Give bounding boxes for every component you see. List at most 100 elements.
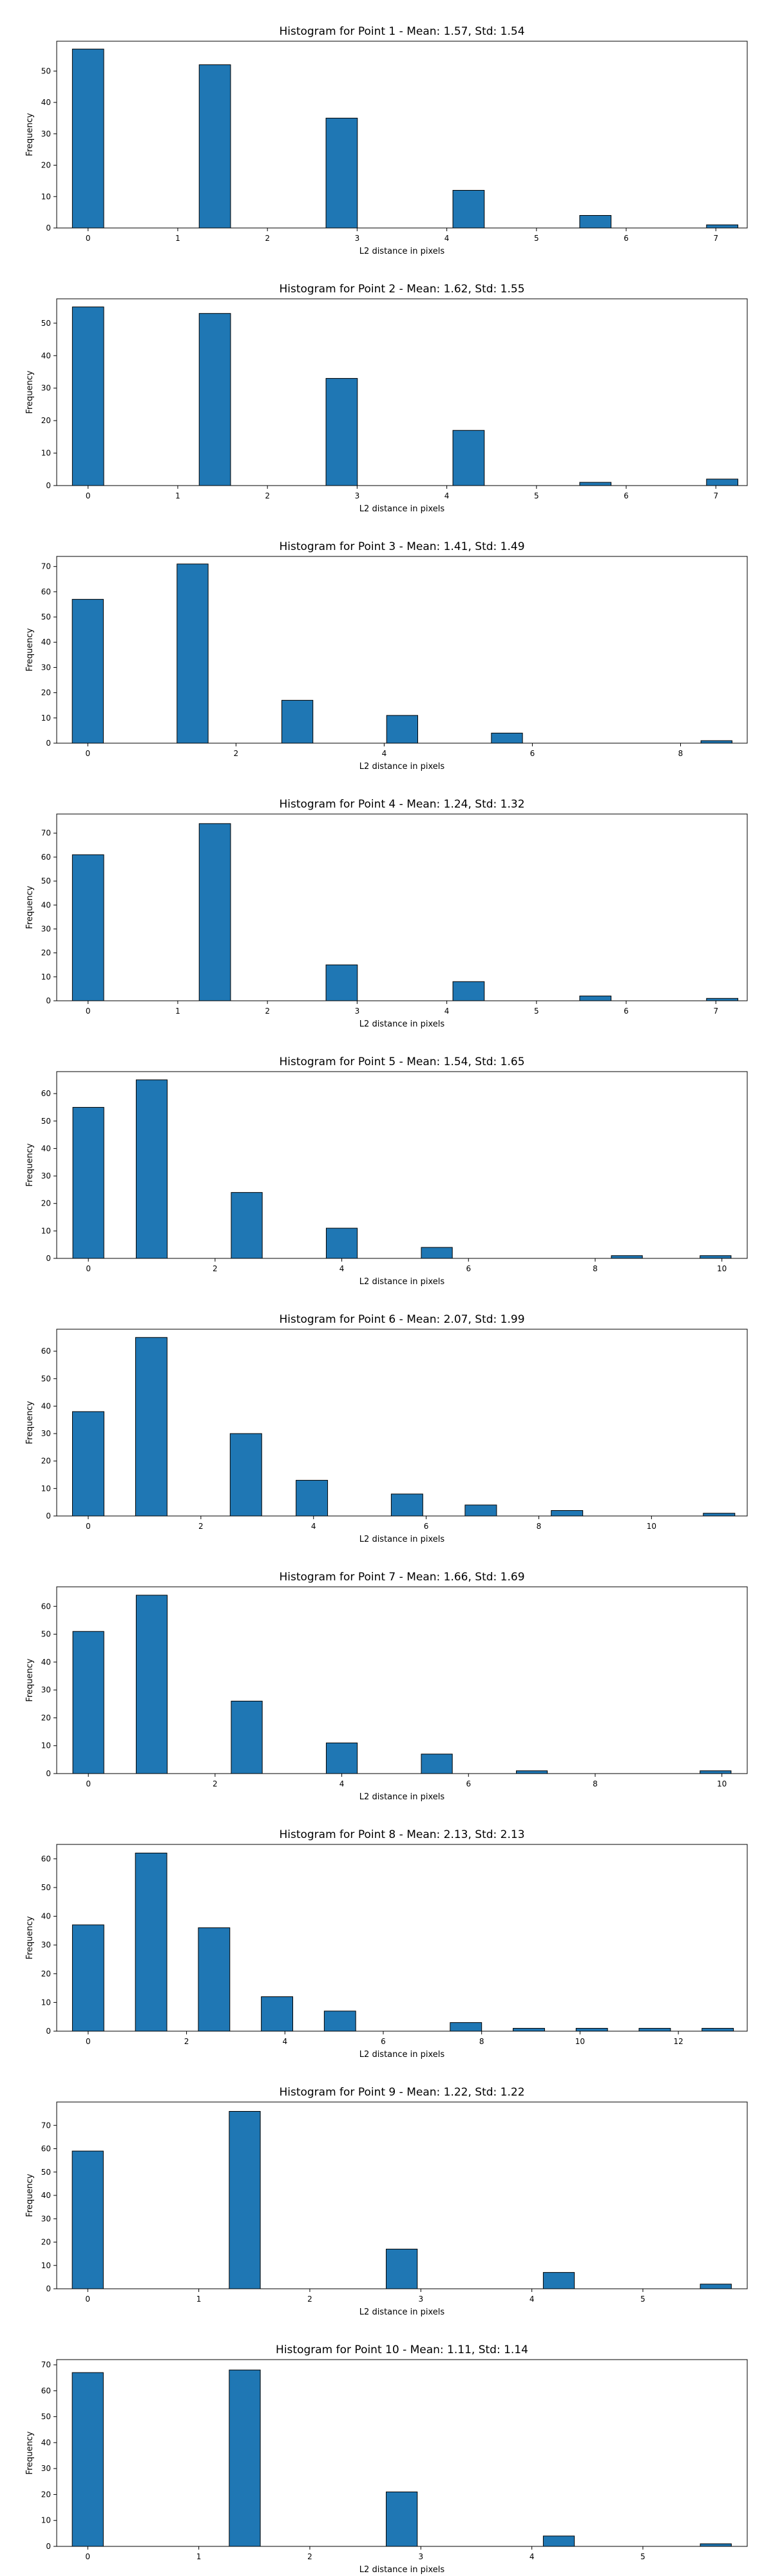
x-tick-label: 2	[307, 2295, 312, 2304]
histogram-bar	[464, 1504, 497, 1517]
y-tick-label: 20	[41, 2238, 51, 2247]
y-axis-label: Frequency	[25, 370, 35, 413]
y-tick-label: 10	[41, 1484, 51, 1493]
y-tick-label: 0	[46, 996, 51, 1005]
y-axis-label: Frequency	[25, 2174, 35, 2217]
histogram-bar	[579, 996, 612, 1001]
y-tick-label: 0	[46, 1511, 51, 1520]
y-tick-label: 20	[41, 2490, 51, 2499]
y-tick-label: 60	[41, 1602, 51, 1611]
x-tick-label: 3	[355, 1007, 360, 1016]
histogram-bar	[386, 2248, 418, 2289]
y-tick-label: 40	[41, 1658, 51, 1667]
x-tick-label: 1	[175, 1007, 180, 1016]
y-tick-label: 60	[41, 587, 51, 596]
x-tick-label: 1	[196, 2552, 202, 2561]
histogram-panel-10: Histogram for Point 10 - Mean: 1.11, Std…	[25, 2344, 748, 2575]
x-tick-label: 6	[624, 1007, 629, 1016]
y-tick-label: 70	[41, 2360, 51, 2369]
histogram-bar	[700, 2543, 732, 2547]
y-tick-label: 40	[41, 98, 51, 107]
plot-frame	[56, 2359, 748, 2547]
histogram-bar	[551, 1510, 584, 1517]
y-tick-label: 0	[46, 481, 51, 490]
y-tick-label: 20	[41, 688, 51, 697]
y-tick-label: 20	[41, 416, 51, 425]
x-tick-label: 6	[624, 234, 629, 243]
x-tick-label: 2	[265, 491, 270, 500]
x-tick-label: 8	[593, 1264, 598, 1273]
x-tick-label: 5	[534, 234, 539, 243]
x-tick-label: 6	[466, 1779, 471, 1788]
histogram-bar	[706, 998, 739, 1001]
x-axis-label: L2 distance in pixels	[359, 2050, 445, 2060]
histogram-panel-7: Histogram for Point 7 - Mean: 1.66, Std:…	[25, 1571, 748, 1802]
y-tick-label: 70	[41, 2121, 51, 2130]
y-tick-label: 20	[41, 1713, 51, 1722]
histogram-bar	[386, 715, 418, 744]
chart-title: Histogram for Point 5 - Mean: 1.54, Std:…	[279, 1056, 524, 1068]
x-tick-label: 5	[534, 491, 539, 500]
histogram-panel-6: Histogram for Point 6 - Mean: 2.07, Std:…	[25, 1313, 748, 1544]
histogram-bar	[575, 2028, 608, 2032]
plot-frame	[56, 1071, 748, 1259]
y-tick-label: 70	[41, 562, 51, 571]
chart-title: Histogram for Point 3 - Mean: 1.41, Std:…	[279, 540, 524, 553]
y-tick-label: 30	[41, 1429, 51, 1438]
histogram-bar	[386, 2491, 418, 2547]
y-axis-label: Frequency	[25, 628, 35, 671]
histogram-panel-3: Histogram for Point 3 - Mean: 1.41, Std:…	[25, 540, 748, 772]
histogram-bar	[229, 1433, 262, 1517]
y-axis-label: Frequency	[25, 886, 35, 929]
histogram-bar	[452, 981, 485, 1001]
y-tick-label: 60	[41, 853, 51, 862]
y-tick-label: 10	[41, 1741, 51, 1750]
x-tick-label: 0	[86, 234, 91, 243]
x-tick-label: 0	[85, 2295, 90, 2304]
histogram-bar	[452, 190, 485, 229]
histogram-bar	[703, 1513, 736, 1517]
y-tick-label: 30	[41, 924, 51, 933]
y-tick-label: 30	[41, 384, 51, 393]
chart-title: Histogram for Point 9 - Mean: 1.22, Std:…	[279, 2086, 524, 2099]
x-tick-label: 10	[575, 2037, 585, 2046]
histogram-bar	[700, 1255, 732, 1259]
histogram-bar	[198, 1927, 231, 2032]
y-tick-label: 40	[41, 638, 51, 647]
histogram-bar	[706, 478, 739, 486]
plot-frame	[56, 1844, 748, 2032]
y-tick-label: 30	[41, 2214, 51, 2223]
x-tick-label: 12	[673, 2037, 683, 2046]
histogram-bar	[135, 1595, 168, 1774]
y-tick-label: 10	[41, 714, 51, 723]
x-tick-label: 0	[85, 2552, 90, 2561]
x-tick-label: 10	[647, 1522, 656, 1531]
x-tick-label: 8	[479, 2037, 484, 2046]
y-tick-label: 30	[41, 129, 51, 138]
histogram-bar	[542, 2535, 575, 2547]
y-tick-label: 50	[41, 2168, 51, 2177]
y-tick-label: 50	[41, 319, 51, 328]
histogram-bar	[700, 2284, 732, 2289]
x-tick-label: 3	[418, 2552, 423, 2561]
y-axis-label: Frequency	[25, 1658, 35, 1701]
histogram-bar	[296, 1480, 329, 1517]
histogram-bar	[281, 699, 314, 744]
histogram-bar	[231, 1192, 263, 1259]
y-tick-label: 60	[41, 1347, 51, 1356]
y-tick-label: 20	[41, 1969, 51, 1978]
histogram-bar	[261, 1996, 293, 2032]
y-tick-label: 10	[41, 972, 51, 981]
y-tick-label: 40	[41, 2191, 51, 2200]
histogram-bar	[706, 224, 739, 229]
x-tick-label: 1	[175, 491, 180, 500]
histogram-panel-4: Histogram for Point 4 - Mean: 1.24, Std:…	[25, 798, 748, 1029]
x-axis-label: L2 distance in pixels	[359, 1535, 445, 1544]
y-tick-label: 40	[41, 900, 51, 909]
histogram-bar	[72, 1631, 104, 1774]
x-tick-label: 2	[234, 749, 239, 758]
histogram-panel-1: Histogram for Point 1 - Mean: 1.57, Std:…	[25, 25, 748, 256]
x-tick-label: 2	[184, 2037, 189, 2046]
y-tick-label: 0	[46, 2542, 51, 2551]
y-tick-label: 20	[41, 1457, 51, 1466]
